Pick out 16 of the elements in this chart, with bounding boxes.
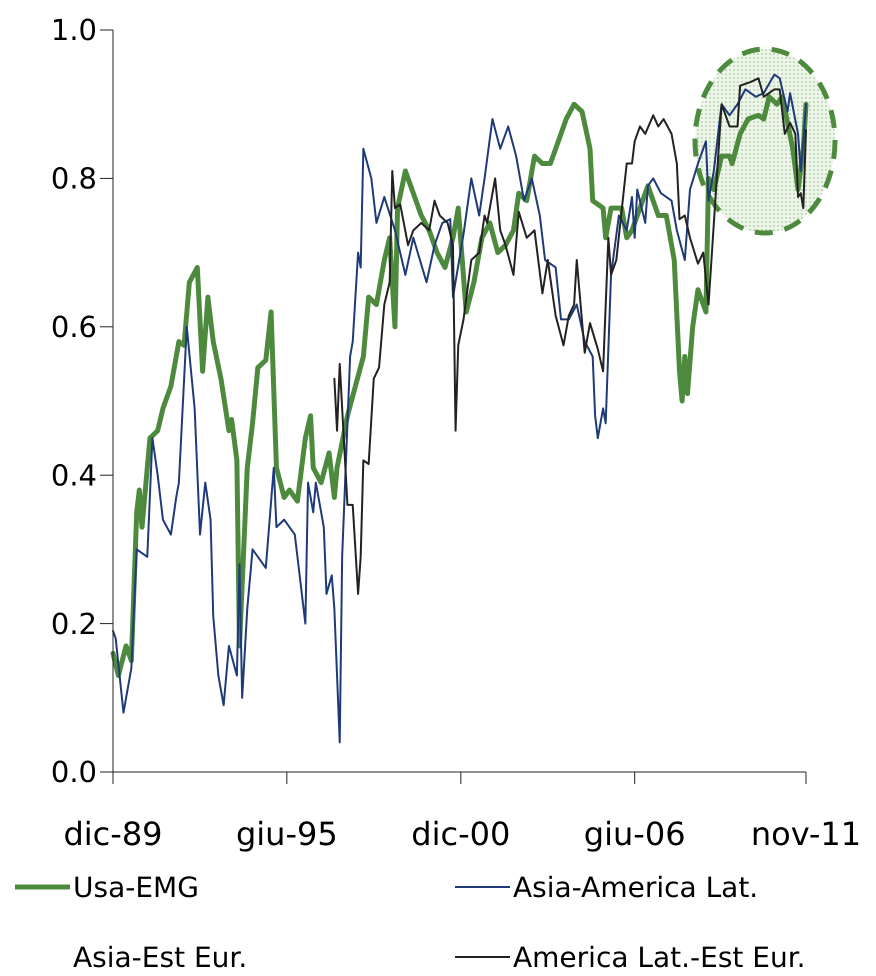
x-tick-label: giu-95 xyxy=(236,815,338,853)
y-tick-label: 0.0 xyxy=(50,755,97,790)
x-tick-label: dic-00 xyxy=(411,815,510,853)
line-series xyxy=(333,77,807,595)
y-tick-label: 0.6 xyxy=(50,310,97,344)
x-tick-label: dic-89 xyxy=(63,815,163,853)
legend-label: America Lat.-Est Eur. xyxy=(513,940,806,974)
y-tick-label: 0.4 xyxy=(50,458,97,492)
y-tick-label: 1.0 xyxy=(50,13,97,48)
x-tick-label: nov-11 xyxy=(750,815,862,853)
x-tick-label: giu-06 xyxy=(584,815,686,853)
legend-label: Usa-EMG xyxy=(73,870,199,904)
y-tick-label: 0.2 xyxy=(50,606,97,641)
y-tick-label: 0.8 xyxy=(50,162,97,196)
text: Asia-Est Eur. xyxy=(73,940,248,974)
legend-label: Asia-America Lat. xyxy=(513,870,758,904)
